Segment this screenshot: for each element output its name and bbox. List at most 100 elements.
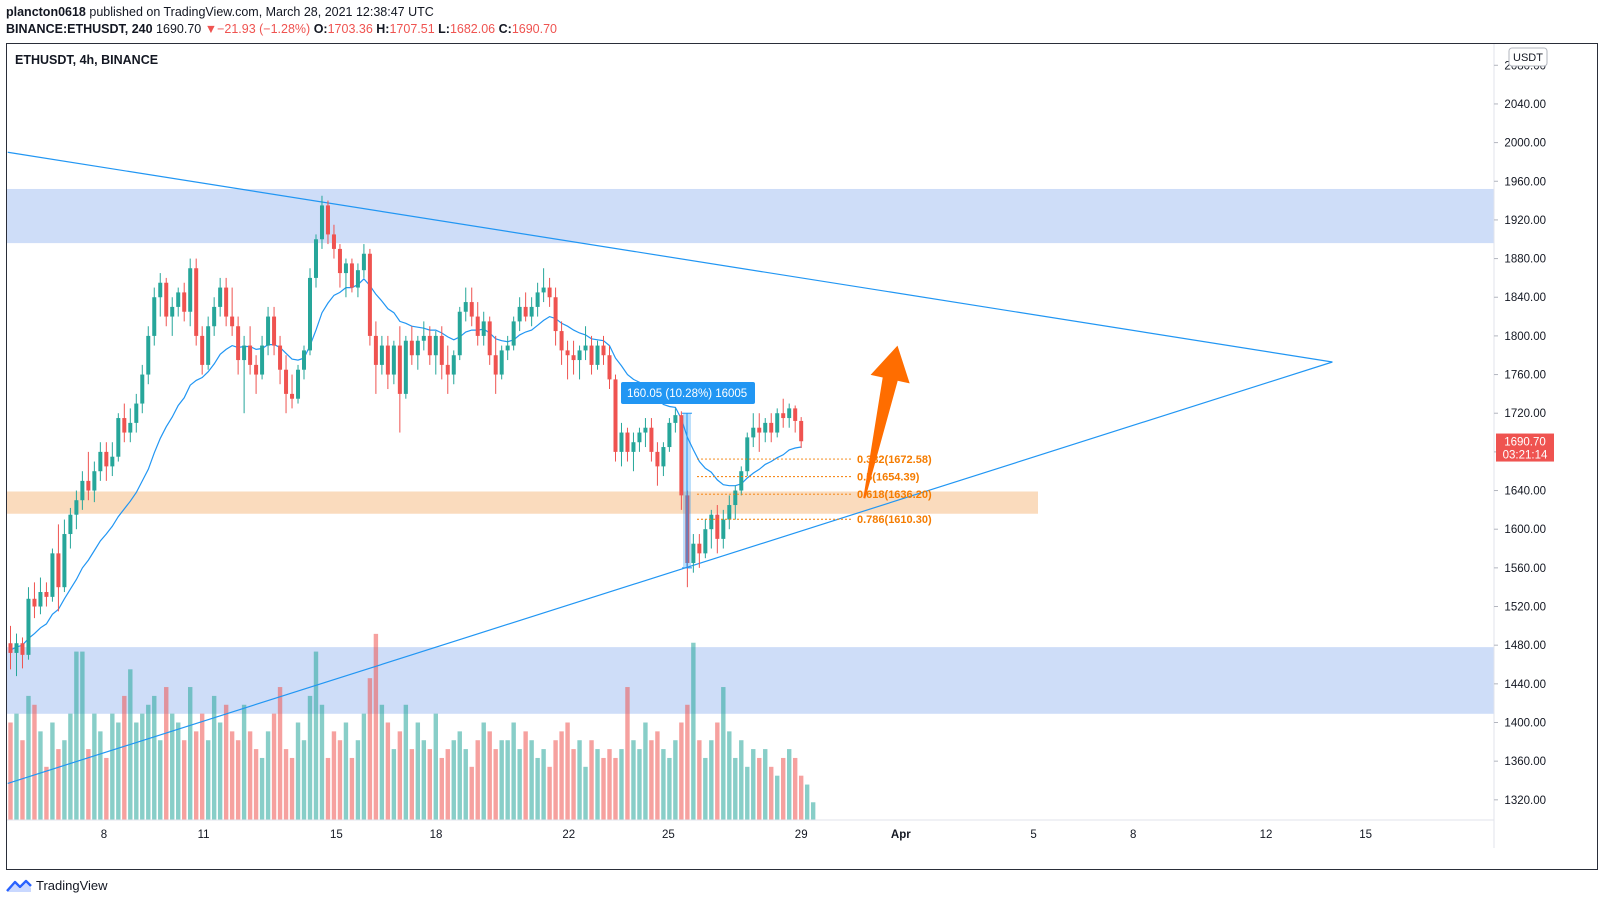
candle	[439, 326, 444, 380]
volume-bar	[26, 695, 31, 820]
candle	[278, 335, 283, 385]
x-tick-label: 25	[662, 829, 675, 841]
candle	[80, 471, 85, 510]
y-tick-label: 2000.00	[1504, 138, 1546, 150]
candle-body	[254, 364, 259, 375]
candle	[715, 505, 720, 554]
candle-body	[619, 432, 624, 452]
candle	[475, 302, 480, 346]
volume-bar	[523, 731, 528, 820]
candle-body	[367, 253, 372, 336]
volume-bar	[92, 713, 97, 820]
volume-bar	[499, 740, 504, 820]
y-tick-label: 1600.00	[1504, 524, 1546, 536]
volume-bar	[607, 749, 612, 820]
volume-bar	[229, 731, 235, 820]
candle	[218, 277, 223, 317]
volume-bar	[691, 642, 696, 820]
candle	[188, 258, 193, 327]
candle-body	[403, 340, 408, 394]
y-tick-label: 1320.00	[1504, 795, 1546, 807]
candle	[242, 335, 247, 414]
candle-body	[691, 543, 696, 564]
candle-body	[242, 345, 247, 361]
x-tick-label: Apr	[891, 829, 911, 841]
candle-body	[799, 420, 804, 442]
volume-bar	[493, 749, 498, 820]
x-tick-label: 22	[562, 829, 575, 841]
candle-body	[284, 369, 289, 394]
candle	[391, 340, 396, 385]
candle-body	[20, 643, 25, 655]
change-value: ▼−21.93 (−1.28%)	[204, 22, 311, 36]
candle-body	[733, 490, 738, 506]
volume-bar	[307, 695, 313, 820]
low-value: 1682.06	[449, 22, 496, 36]
volume-bar	[176, 722, 181, 820]
y-tick-label: 2040.00	[1504, 99, 1546, 111]
fib-label: 0.382(1672.58)	[857, 454, 932, 466]
candle-body	[727, 505, 732, 520]
candle	[98, 442, 103, 481]
candle	[601, 335, 606, 365]
candle-body	[158, 282, 163, 298]
y-tick-label: 1440.00	[1504, 679, 1546, 691]
volume-bar	[667, 757, 672, 820]
candle	[673, 408, 678, 433]
candle-body	[463, 302, 468, 312]
volume-bar	[122, 695, 127, 820]
candle	[559, 321, 564, 365]
candle-body	[511, 321, 516, 346]
candle	[451, 350, 456, 385]
candle	[631, 432, 636, 472]
candle-body	[751, 427, 756, 438]
y-tick-label: 1920.00	[1504, 215, 1546, 227]
ema-line	[10, 278, 802, 651]
volume-bar	[205, 740, 211, 820]
candle-body	[607, 355, 612, 380]
candle	[643, 418, 648, 448]
volume-bar	[271, 713, 277, 820]
candle	[529, 297, 534, 327]
candle-body	[451, 355, 456, 375]
volume-bar	[343, 722, 349, 820]
zone-orange-1	[7, 491, 1038, 514]
ohlc-line: BINANCE:ETHUSDT, 240 1690.70 ▼−21.93 (−1…	[6, 22, 557, 36]
volume-bar	[709, 740, 714, 820]
candle	[409, 326, 414, 365]
x-tick-label: 8	[1130, 829, 1136, 841]
volume-bar	[247, 731, 253, 820]
candle-body	[68, 514, 73, 535]
x-tick-label: 11	[198, 829, 210, 841]
volume-bar	[20, 740, 25, 820]
candle-body	[571, 355, 576, 361]
volume-bar	[68, 713, 73, 820]
footer-brand[interactable]: TradingView	[6, 878, 108, 893]
candle-body	[535, 292, 540, 307]
chart-frame[interactable]	[6, 43, 1598, 870]
volume-bar	[235, 740, 241, 820]
candle-body	[667, 422, 672, 448]
candle-body	[505, 345, 510, 351]
candle-body	[577, 350, 582, 361]
x-tick-label: 29	[795, 829, 808, 841]
candle-body	[745, 437, 750, 472]
candle	[781, 398, 786, 428]
volume-bar	[199, 713, 205, 820]
author-name[interactable]: plancton0618	[6, 5, 86, 19]
volume-bar	[116, 722, 121, 820]
volume-bar	[110, 713, 115, 820]
volume-bar	[14, 713, 19, 820]
candle	[379, 335, 384, 375]
volume-bar	[505, 740, 510, 820]
publish-info: published on TradingView.com, March 28, …	[89, 5, 434, 19]
candle-body	[385, 345, 390, 375]
candle-body	[331, 234, 336, 249]
volume-bar	[253, 749, 259, 820]
candle-body	[409, 340, 414, 356]
volume-bar	[331, 731, 337, 820]
candle	[493, 335, 498, 394]
candle	[727, 495, 732, 530]
volume-bar	[259, 757, 265, 820]
